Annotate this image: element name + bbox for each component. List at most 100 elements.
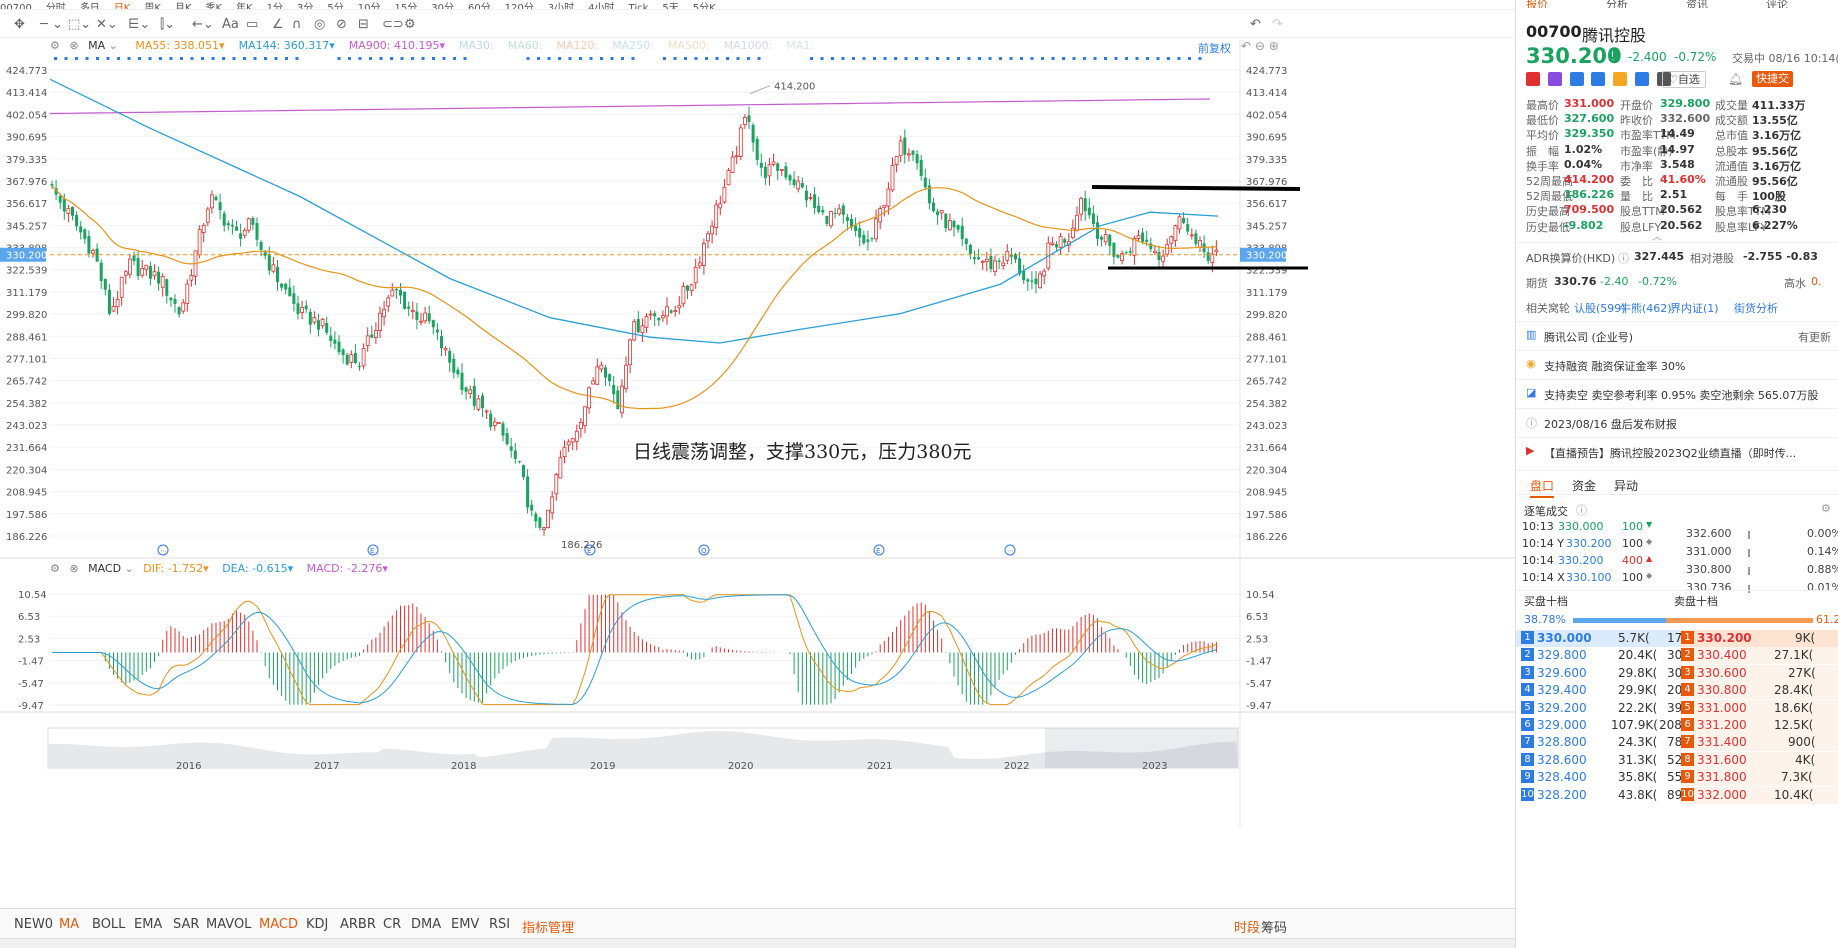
line-tool-icon[interactable]: ─ ⌄ bbox=[40, 17, 63, 32]
crosshair-icon[interactable]: ✥ bbox=[14, 17, 25, 32]
panel-tab[interactable]: 报价 bbox=[1526, 0, 1548, 8]
indicator-tab[interactable]: RSI bbox=[489, 917, 511, 932]
badge-icon[interactable] bbox=[1547, 72, 1562, 86]
kline-chart[interactable]: 424.773 424.773 413.414 413.414 402.054 402.0… bbox=[0, 40, 1515, 908]
ma-legend-item[interactable]: MA900: 410.195▾ bbox=[348, 39, 446, 52]
event-icon[interactable]: E bbox=[873, 544, 885, 556]
period-tab[interactable]: 3分 bbox=[297, 3, 314, 10]
overview-window[interactable] bbox=[1045, 728, 1238, 768]
period-tab[interactable]: 120分 bbox=[504, 3, 534, 10]
zoom-controls[interactable]: ↶ ⊖ ⊕ bbox=[1241, 39, 1279, 53]
warrant-link[interactable]: 界内证(1) bbox=[1670, 302, 1719, 315]
ma-legend-item[interactable]: MA30: bbox=[459, 39, 494, 52]
eye-icon[interactable]: ◎ bbox=[314, 17, 326, 32]
info-icon[interactable]: ⓘ bbox=[1618, 252, 1629, 265]
note-tool-icon[interactable]: ▭ bbox=[246, 17, 259, 32]
orderbook-row[interactable]: 6 329.000 107.9K(208) 6 331.200 12.5K( bbox=[1516, 717, 1838, 734]
settings-icon[interactable]: ⚙ bbox=[1821, 502, 1831, 515]
period-tab[interactable]: 季K bbox=[205, 3, 223, 10]
rect-tool-icon[interactable]: ⬚⌄ bbox=[68, 17, 92, 32]
info-row[interactable]: ▶ 【直播预告】腾讯控股2023Q2业绩直播（即时传... bbox=[1516, 444, 1838, 460]
trash-icon[interactable]: ⊟ bbox=[358, 17, 369, 32]
ma-legend-item[interactable]: MA60: bbox=[508, 39, 543, 52]
quick-trade-button[interactable]: 快捷交 bbox=[1752, 71, 1793, 87]
resistance-line[interactable] bbox=[1091, 185, 1301, 191]
fib-tool-icon[interactable]: ⫿⌄ bbox=[160, 17, 176, 32]
event-icon[interactable]: Q bbox=[698, 544, 710, 556]
hide-icon[interactable]: ⊘ bbox=[336, 17, 347, 32]
info-row[interactable]: ◉ 支持融资 融资保证金率 30% bbox=[1516, 357, 1838, 373]
undo-icon[interactable]: ↶ bbox=[1250, 17, 1261, 32]
info-row[interactable]: ▥ 腾讯公司 (企业号) 有更新 bbox=[1516, 328, 1838, 344]
link-icon[interactable]: ⊂⊃ bbox=[382, 17, 404, 32]
ma-legend-item[interactable]: MA1000: bbox=[724, 39, 773, 52]
period-tab[interactable]: 5分K bbox=[692, 3, 716, 10]
warrant-link[interactable]: 牛熊(462) bbox=[1620, 302, 1672, 315]
close-icon[interactable]: ⊗ bbox=[69, 39, 79, 52]
orderbook-row[interactable]: 3 329.600 29.8K(30) 3 330.600 27K( bbox=[1516, 664, 1838, 682]
detail-tab[interactable]: 异动 bbox=[1614, 479, 1639, 493]
bell-icon[interactable]: 🔔︎ bbox=[1728, 72, 1744, 86]
orderbook-row[interactable]: 7 328.800 24.3K(78) 7 331.400 900( bbox=[1516, 734, 1838, 752]
session-toggle[interactable]: 时段 bbox=[1234, 921, 1261, 936]
orderbook-row[interactable]: 2 329.800 20.4K(30) 2 330.400 27.1K( bbox=[1516, 647, 1838, 665]
orderbook-row[interactable]: 5 329.200 22.2K(39) 5 331.000 18.6K( bbox=[1516, 699, 1838, 717]
settings-icon[interactable]: ⚙ bbox=[404, 17, 416, 32]
period-tab[interactable]: 10分 bbox=[357, 3, 381, 10]
add-watchlist-button[interactable]: ♡自选 bbox=[1662, 71, 1706, 88]
indicator-tab[interactable]: DMA bbox=[411, 917, 442, 932]
indicator-tab[interactable]: SAR bbox=[173, 917, 200, 932]
ma-legend-item[interactable]: MA120: bbox=[556, 39, 598, 52]
period-tab[interactable]: 15分 bbox=[394, 3, 418, 10]
settings-icon[interactable]: ⚙ bbox=[50, 562, 60, 575]
warrant-link[interactable]: 街货分析 bbox=[1734, 302, 1778, 315]
badge-icon[interactable] bbox=[1635, 72, 1650, 86]
fq-toggle[interactable]: 前复权 bbox=[1198, 42, 1231, 55]
period-tab[interactable]: 多日 bbox=[79, 3, 100, 10]
indicator-tab[interactable]: KDJ bbox=[306, 917, 329, 932]
badge-icon[interactable] bbox=[1591, 72, 1606, 86]
warrant-link[interactable]: 认股(599) bbox=[1574, 302, 1626, 315]
period-tab[interactable]: 5天 bbox=[662, 3, 679, 10]
ma-legend-item[interactable]: MA55: 338.051▾ bbox=[135, 39, 225, 52]
detail-tab[interactable]: 资金 bbox=[1572, 479, 1597, 493]
ma-legend-item[interactable]: MA250: bbox=[612, 39, 654, 52]
orderbook-row[interactable]: 1 330.000 5.7K(17) 1 330.200 9K( bbox=[1516, 630, 1838, 647]
channel-tool-icon[interactable]: ⋿⌄ bbox=[128, 17, 151, 32]
indicator-tab[interactable]: 指标管理 bbox=[522, 921, 575, 936]
ma-legend-item[interactable]: MA144: 360.317▾ bbox=[238, 39, 335, 52]
indicator-tab[interactable]: MAVOL bbox=[206, 917, 252, 932]
indicator-tab[interactable]: EMV bbox=[451, 917, 480, 932]
event-icon[interactable]: E bbox=[584, 544, 596, 556]
event-icon[interactable]: ⋯ bbox=[157, 544, 169, 556]
period-tab[interactable]: 3小时 bbox=[547, 3, 575, 10]
badge-icon[interactable] bbox=[1526, 72, 1540, 86]
chevron-down-icon[interactable]: ⌄ bbox=[108, 39, 118, 52]
orderbook-row[interactable]: 9 328.400 35.8K(55) 9 331.800 7.3K( bbox=[1516, 769, 1838, 787]
panel-tab[interactable]: 分析 bbox=[1606, 0, 1628, 8]
ma-legend-item[interactable]: MA1: bbox=[786, 39, 814, 52]
indicator-tab[interactable]: BOLL bbox=[92, 917, 126, 932]
orderbook-row[interactable]: 10 328.200 43.8K(89) 10 332.000 10.4K( bbox=[1516, 786, 1838, 804]
period-tab[interactable]: 4小时 bbox=[588, 3, 615, 10]
chevron-down-icon[interactable]: ⌄ bbox=[124, 562, 134, 575]
magnet-icon[interactable]: ∩ bbox=[292, 17, 302, 32]
close-icon[interactable]: ⊗ bbox=[69, 562, 79, 575]
chips-toggle[interactable]: 筹码 bbox=[1261, 921, 1288, 936]
period-tab[interactable]: 分时 bbox=[45, 3, 66, 10]
period-tab[interactable]: 1分 bbox=[266, 3, 283, 10]
orderbook-row[interactable]: 4 329.400 29.9K(20) 4 330.800 28.4K( bbox=[1516, 682, 1838, 700]
indicator-tab[interactable]: MA bbox=[59, 917, 80, 932]
indicator-tab[interactable]: NEW0 bbox=[14, 917, 54, 932]
indicator-tab[interactable]: MACD bbox=[259, 917, 298, 932]
ma-legend-item[interactable]: MA500: bbox=[668, 39, 710, 52]
period-tab[interactable]: 周K bbox=[144, 3, 161, 10]
info-row[interactable]: ◪ 支持卖空 卖空参考利率 0.95% 卖空池剩余 565.07万股 bbox=[1516, 386, 1838, 402]
info-icon[interactable]: ⓘ bbox=[1576, 504, 1587, 517]
period-tab[interactable]: 年K bbox=[236, 3, 253, 10]
redo-icon[interactable]: ↷ bbox=[1272, 17, 1283, 32]
event-icon[interactable]: E bbox=[367, 544, 379, 556]
badge-icon[interactable] bbox=[1656, 72, 1671, 86]
period-tab[interactable]: 30分 bbox=[431, 3, 454, 10]
text-tool-icon[interactable]: Aa bbox=[222, 17, 239, 32]
